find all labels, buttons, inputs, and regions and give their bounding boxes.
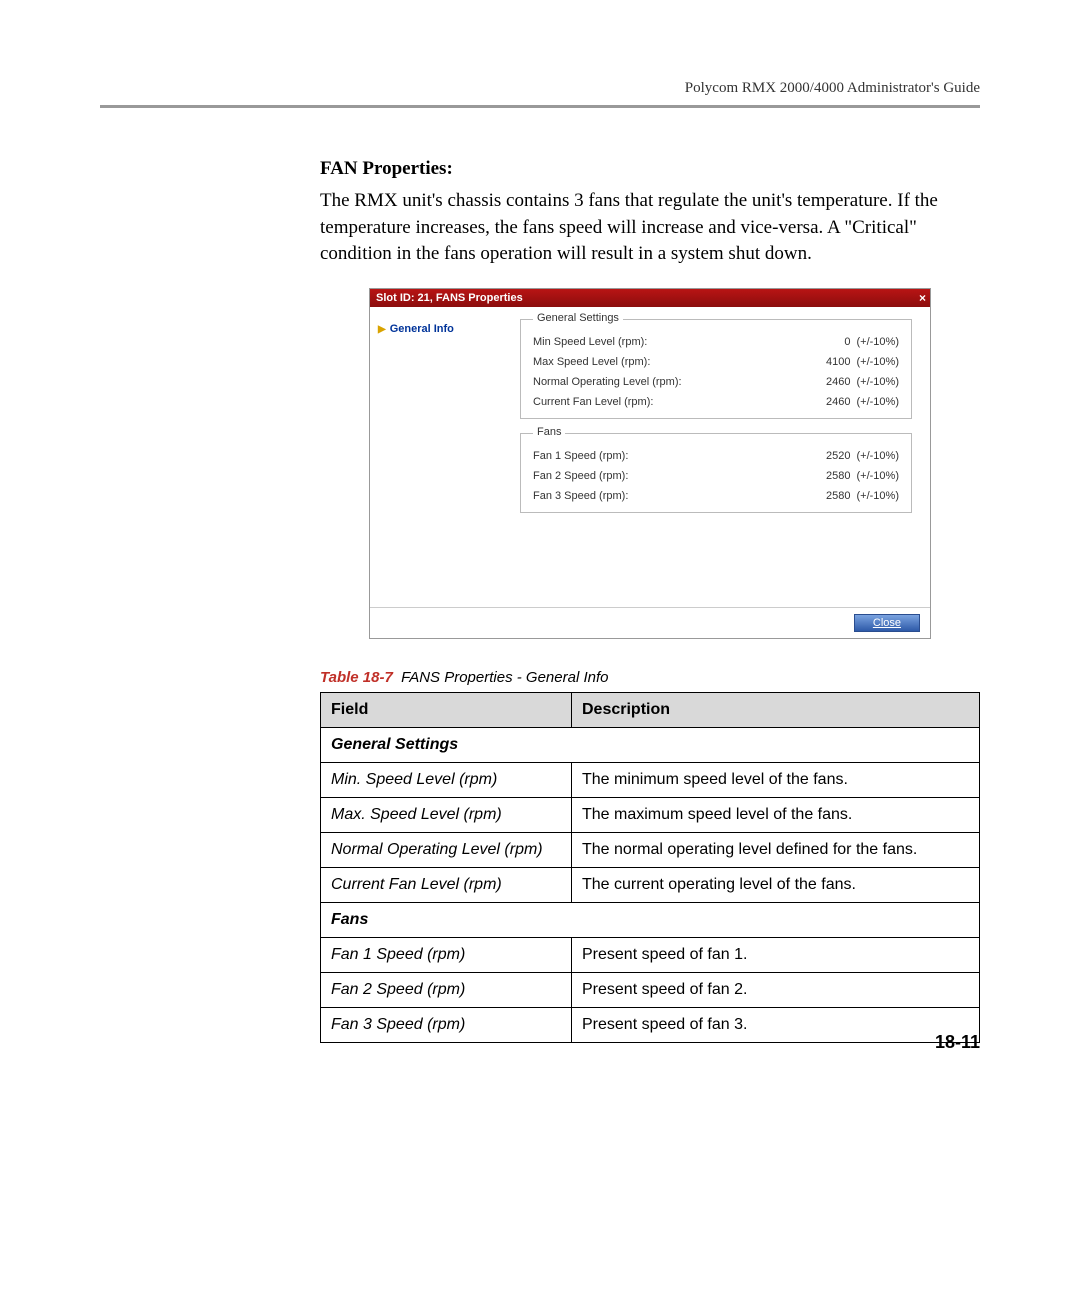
field-label: Fan 1 Speed (rpm): bbox=[533, 450, 628, 462]
fieldset-fans: Fans Fan 1 Speed (rpm): 2520(+/-10%) Fan… bbox=[520, 433, 912, 513]
header-rule bbox=[100, 105, 980, 108]
field-cell: Current Fan Level (rpm) bbox=[321, 867, 572, 902]
field-tolerance: (+/-10%) bbox=[857, 336, 900, 348]
nav-item-label: General Info bbox=[390, 323, 454, 335]
field-value-wrap: 2460 (+/-10%) bbox=[826, 376, 899, 388]
dialog-main: General Settings Min Speed Level (rpm): … bbox=[520, 307, 930, 607]
field-value-wrap: 0 (+/-10%) bbox=[844, 336, 899, 348]
field-value: 0 bbox=[844, 336, 850, 348]
field-value-wrap: 2460 (+/-10%) bbox=[826, 396, 899, 408]
subhead-cell: General Settings bbox=[321, 727, 980, 762]
field-row: Fan 2 Speed (rpm): 2580 (+/-10%) bbox=[533, 466, 899, 486]
section-title: FAN Properties: bbox=[320, 158, 980, 180]
dialog-titlebar[interactable]: Slot ID: 21, FANS Properties × bbox=[370, 289, 930, 307]
field-value: 2520 bbox=[826, 450, 850, 462]
desc-cell: Present speed of fan 1. bbox=[572, 937, 980, 972]
table-number: Table 18-7 bbox=[320, 669, 393, 686]
field-cell: Fan 2 Speed (rpm) bbox=[321, 972, 572, 1007]
field-value: 2580 bbox=[826, 470, 850, 482]
field-value: 4100 bbox=[826, 356, 850, 368]
doc-header: Polycom RMX 2000/4000 Administrator's Gu… bbox=[100, 80, 980, 97]
dialog-body: ▶ General Info General Settings Min Speed… bbox=[370, 307, 930, 607]
field-tolerance: (+/-10%) bbox=[857, 490, 900, 502]
field-row: Fan 1 Speed (rpm): 2520 (+/-10%) bbox=[533, 446, 899, 466]
content-area: FAN Properties: The RMX unit's chassis c… bbox=[320, 158, 980, 1043]
chevron-right-icon: ▶ bbox=[378, 324, 386, 335]
field-cell: Fan 3 Speed (rpm) bbox=[321, 1007, 572, 1042]
field-value-wrap: 4100 (+/-10%) bbox=[826, 356, 899, 368]
fieldset-legend: Fans bbox=[533, 426, 565, 438]
field-tolerance: (+/-10%) bbox=[857, 376, 900, 388]
fans-properties-dialog: Slot ID: 21, FANS Properties × ▶ General … bbox=[369, 288, 931, 639]
fieldset-rows: Fan 1 Speed (rpm): 2520 (+/-10%) Fan 2 Sp… bbox=[533, 446, 899, 506]
field-tolerance: (+/-10%) bbox=[857, 450, 900, 462]
desc-cell: Present speed of fan 3. bbox=[572, 1007, 980, 1042]
page-number: 18-11 bbox=[935, 1032, 980, 1053]
description-table: Field Description General Settings Min. … bbox=[320, 692, 980, 1043]
table-row: Fan 1 Speed (rpm)Present speed of fan 1. bbox=[321, 937, 980, 972]
field-row: Fan 3 Speed (rpm): 2580 (+/-10%) bbox=[533, 486, 899, 506]
field-cell: Max. Speed Level (rpm) bbox=[321, 797, 572, 832]
fieldset-general-settings: General Settings Min Speed Level (rpm): … bbox=[520, 319, 912, 419]
table-row: General Settings bbox=[321, 727, 980, 762]
field-label: Fan 2 Speed (rpm): bbox=[533, 470, 628, 482]
desc-cell: The maximum speed level of the fans. bbox=[572, 797, 980, 832]
table-row: Fan 3 Speed (rpm)Present speed of fan 3. bbox=[321, 1007, 980, 1042]
nav-item-general-info[interactable]: ▶ General Info bbox=[378, 323, 512, 335]
desc-cell: The minimum speed level of the fans. bbox=[572, 762, 980, 797]
field-label: Current Fan Level (rpm): bbox=[533, 396, 653, 408]
table-header-row: Field Description bbox=[321, 692, 980, 727]
field-tolerance: (+/-10%) bbox=[857, 356, 900, 368]
field-label: Max Speed Level (rpm): bbox=[533, 356, 650, 368]
table-row: Current Fan Level (rpm)The current opera… bbox=[321, 867, 980, 902]
table-row: Fan 2 Speed (rpm)Present speed of fan 2. bbox=[321, 972, 980, 1007]
fieldset-rows: Min Speed Level (rpm): 0 (+/-10%) Max Spe… bbox=[533, 332, 899, 412]
field-label: Min Speed Level (rpm): bbox=[533, 336, 647, 348]
field-value-wrap: 2580 (+/-10%) bbox=[826, 470, 899, 482]
dialog-title: Slot ID: 21, FANS Properties bbox=[376, 292, 523, 304]
table-caption-text: FANS Properties - General Info bbox=[401, 669, 608, 686]
field-row: Normal Operating Level (rpm): 2460 (+/-10… bbox=[533, 372, 899, 392]
dialog-nav: ▶ General Info bbox=[370, 307, 520, 607]
fieldset-legend: General Settings bbox=[533, 312, 623, 324]
field-value: 2580 bbox=[826, 490, 850, 502]
page: Polycom RMX 2000/4000 Administrator's Gu… bbox=[0, 0, 1080, 1103]
body-text: The RMX unit's chassis contains 3 fans t… bbox=[320, 188, 980, 268]
th-description: Description bbox=[572, 692, 980, 727]
subhead-cell: Fans bbox=[321, 902, 980, 937]
table-row: Fans bbox=[321, 902, 980, 937]
field-row: Min Speed Level (rpm): 0 (+/-10%) bbox=[533, 332, 899, 352]
field-cell: Min. Speed Level (rpm) bbox=[321, 762, 572, 797]
field-value-wrap: 2520 (+/-10%) bbox=[826, 450, 899, 462]
th-field: Field bbox=[321, 692, 572, 727]
field-row: Max Speed Level (rpm): 4100 (+/-10%) bbox=[533, 352, 899, 372]
table-row: Min. Speed Level (rpm)The minimum speed … bbox=[321, 762, 980, 797]
field-tolerance: (+/-10%) bbox=[857, 470, 900, 482]
table-row: Max. Speed Level (rpm)The maximum speed … bbox=[321, 797, 980, 832]
desc-cell: Present speed of fan 2. bbox=[572, 972, 980, 1007]
field-cell: Normal Operating Level (rpm) bbox=[321, 832, 572, 867]
close-icon[interactable]: × bbox=[919, 291, 926, 305]
field-tolerance: (+/-10%) bbox=[857, 396, 900, 408]
close-button[interactable]: Close bbox=[854, 614, 920, 632]
table-row: Normal Operating Level (rpm)The normal o… bbox=[321, 832, 980, 867]
field-value-wrap: 2580 (+/-10%) bbox=[826, 490, 899, 502]
dialog-footer: Close bbox=[370, 607, 930, 638]
field-label: Fan 3 Speed (rpm): bbox=[533, 490, 628, 502]
table-caption: Table 18-7 FANS Properties - General Inf… bbox=[320, 669, 980, 686]
field-value: 2460 bbox=[826, 396, 850, 408]
field-row: Current Fan Level (rpm): 2460 (+/-10%) bbox=[533, 392, 899, 412]
desc-cell: The current operating level of the fans. bbox=[572, 867, 980, 902]
field-value: 2460 bbox=[826, 376, 850, 388]
desc-cell: The normal operating level defined for t… bbox=[572, 832, 980, 867]
field-cell: Fan 1 Speed (rpm) bbox=[321, 937, 572, 972]
field-label: Normal Operating Level (rpm): bbox=[533, 376, 682, 388]
